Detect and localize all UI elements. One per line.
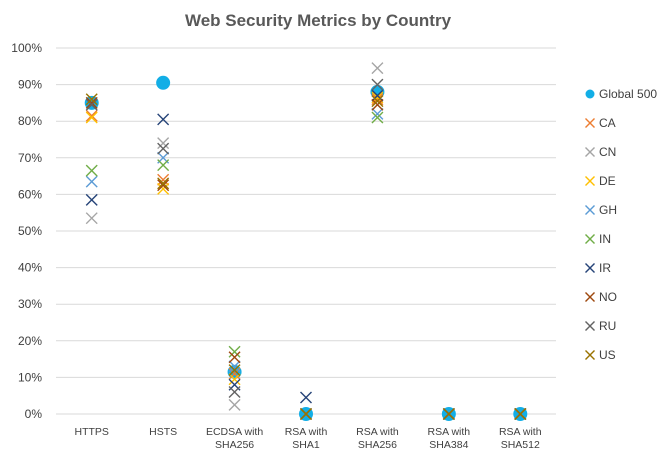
data-point-cn — [157, 137, 170, 150]
legend-item-cn: CN — [585, 145, 616, 159]
data-point-ca — [85, 109, 98, 122]
data-point-de — [228, 373, 241, 386]
data-point-ca — [157, 173, 170, 186]
data-point-in — [157, 159, 170, 172]
legend-item-in: IN — [585, 232, 611, 246]
y-tick-label: 10% — [18, 370, 42, 384]
data-point-ir — [371, 89, 384, 102]
legend-label: IR — [599, 261, 611, 275]
data-point-global-500 — [156, 75, 171, 90]
data-point-ir — [157, 113, 170, 126]
data-point-us — [228, 364, 241, 377]
data-point-ru — [228, 386, 241, 399]
legend-label: Global 500 — [599, 87, 657, 101]
legend-label: CA — [599, 116, 616, 130]
data-point-in — [371, 111, 384, 124]
data-point-no — [371, 98, 384, 111]
legend-item-no: NO — [585, 290, 617, 304]
data-point-gh — [85, 175, 98, 188]
y-tick-label: 0% — [25, 407, 43, 421]
legend-marker — [585, 205, 595, 215]
data-point-de — [85, 111, 98, 124]
legend-label: DE — [599, 174, 616, 188]
legend-item-us: US — [585, 348, 616, 362]
x-tick-label: HSTS — [149, 426, 177, 438]
x-tick-label: RSA with SHA384 — [428, 426, 471, 451]
legend: Global 500 CA CN DE GH IN IR NO RU US — [585, 87, 657, 362]
legend-item-global-500: Global 500 — [585, 87, 657, 101]
x-tick-label: ECDSA with SHA256 — [206, 426, 263, 451]
data-point-no — [228, 351, 241, 364]
legend-label: NO — [599, 290, 617, 304]
legend-marker — [585, 147, 595, 157]
data-point-no — [157, 179, 170, 192]
legend-marker — [585, 263, 595, 273]
x-tick-label: HTTPS — [75, 426, 109, 438]
x-tick-label: RSA with SHA1 — [285, 426, 328, 451]
data-point-cn — [228, 398, 241, 411]
data-point-cn — [85, 212, 98, 225]
data-point-us — [157, 177, 170, 190]
legend-marker — [585, 350, 595, 360]
y-tick-label: 80% — [18, 114, 42, 128]
data-point-us — [442, 408, 455, 420]
data-point-us — [300, 408, 312, 420]
legend-item-de: DE — [585, 174, 616, 188]
data-point-ru — [157, 142, 170, 155]
legend-marker — [585, 89, 595, 99]
data-point-in — [85, 164, 98, 177]
y-tick-label: 100% — [11, 41, 42, 55]
y-axis-ticks: 0% 10% 20% 30% 40% 50% 60% 70% 80% 90% 100% — [11, 41, 42, 421]
data-point-cn — [371, 62, 384, 75]
y-tick-label: 30% — [18, 297, 42, 311]
data-point-us — [85, 93, 98, 106]
legend-marker — [585, 321, 595, 331]
legend-item-gh: GH — [585, 203, 617, 217]
data-point-ru — [85, 98, 98, 111]
data-point-in — [228, 345, 241, 358]
y-tick-label: 20% — [18, 334, 42, 348]
y-tick-label: 50% — [18, 224, 42, 238]
legend-marker — [585, 176, 595, 186]
data-point-ir — [85, 193, 98, 206]
x-tick-label: RSA with SHA512 — [499, 426, 542, 451]
grid — [56, 47, 556, 415]
data-points — [84, 62, 528, 421]
legend-marker — [585, 118, 595, 128]
legend-label: RU — [599, 319, 616, 333]
legend-marker — [585, 234, 595, 244]
y-tick-label: 70% — [18, 151, 42, 165]
data-point-us — [371, 95, 384, 108]
x-tick-label: RSA with SHA256 — [356, 426, 399, 451]
legend-item-ca: CA — [585, 116, 616, 130]
legend-label: US — [599, 348, 616, 362]
x-axis-ticks: HTTPS HSTS ECDSA with SHA256 RSA with SHA1 RSA… — [75, 426, 542, 451]
data-point-ir — [300, 391, 312, 404]
data-point-ru — [371, 78, 384, 91]
data-point-us — [514, 408, 527, 420]
chart-title: Web Security Metrics by Country — [185, 11, 452, 30]
legend-label: IN — [599, 232, 611, 246]
y-tick-label: 90% — [18, 78, 42, 92]
data-point-ca — [371, 93, 384, 106]
data-point-no — [85, 96, 98, 109]
legend-label: CN — [599, 145, 616, 159]
legend-item-ir: IR — [585, 261, 611, 275]
legend-label: GH — [599, 203, 617, 217]
data-point-de — [157, 182, 170, 195]
y-tick-label: 60% — [18, 187, 42, 201]
data-point-gh — [228, 360, 241, 373]
legend-item-ru: RU — [585, 319, 616, 333]
legend-marker — [585, 292, 595, 302]
y-tick-label: 40% — [18, 261, 42, 275]
data-point-gh — [371, 107, 384, 120]
